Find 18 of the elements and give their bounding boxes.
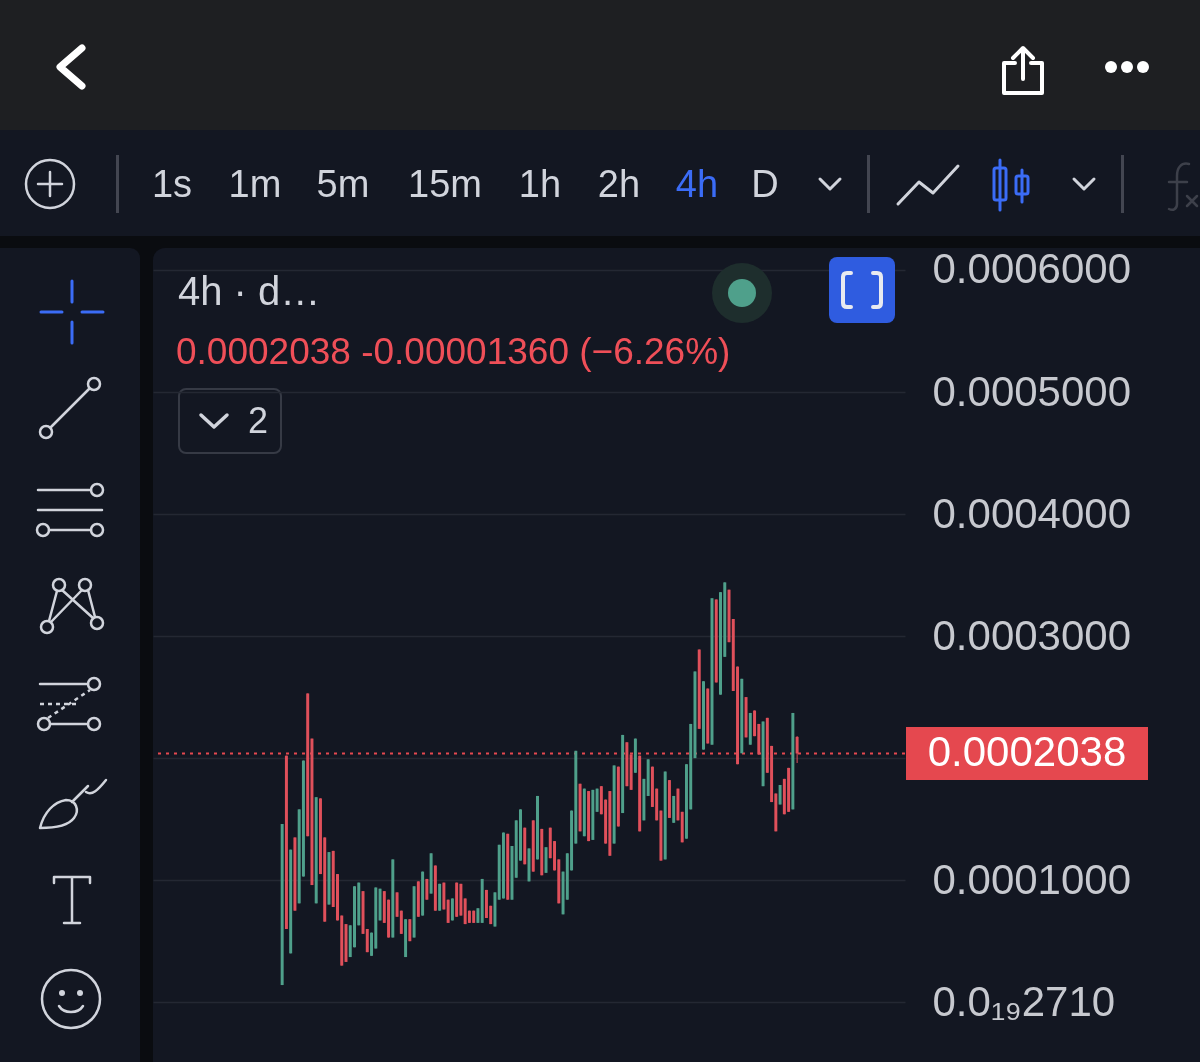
y-tick-label: 0.0003000 [932,611,1132,659]
annotation: 0.0002038 -0.00001360 (−6.26%) [176,331,731,372]
y-tick-label: 0.0004000 [932,489,1132,537]
ref-line-label: 0.0002038 [927,728,1127,776]
text: 2h [597,163,641,205]
text: 1s [151,163,193,205]
text: 1m [228,163,282,205]
text: D [751,163,779,205]
text: 4h · d… [178,269,321,313]
text: 5m [316,163,370,205]
annotation: 2 [247,400,269,441]
y-tick-label: 0.0005000 [932,367,1132,415]
text: 4h [675,163,719,205]
y-tick-label: 0.0₁₉2710 [932,977,1116,1025]
y-tick-label: 0.0006000 [932,245,1132,293]
y-tick-label: 0.0001000 [932,855,1132,903]
text: 1h [518,163,562,205]
text: 15m [408,163,482,205]
